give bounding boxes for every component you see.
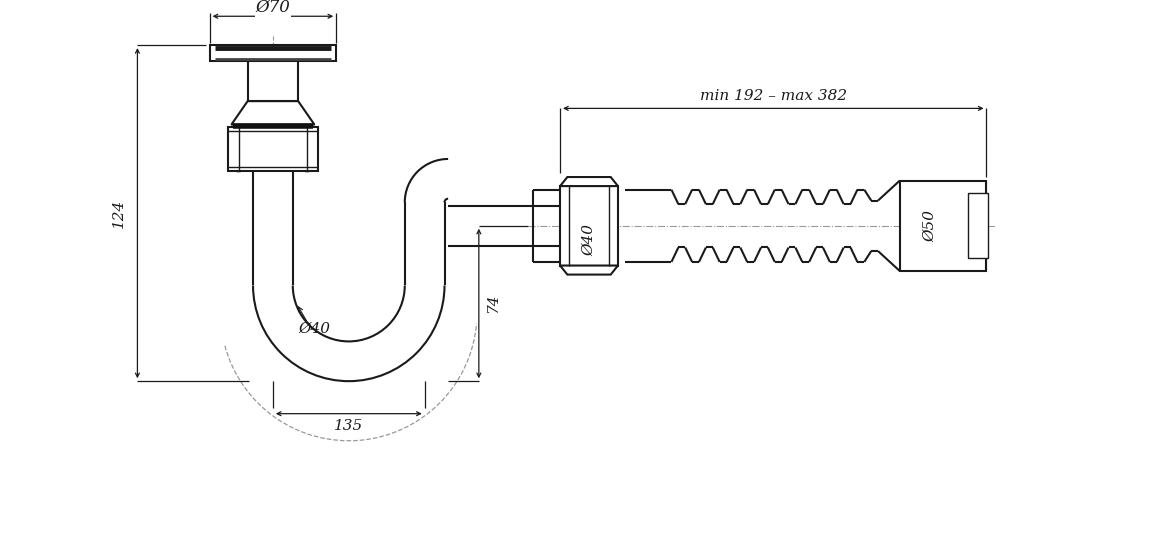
Text: Ø50: Ø50 — [923, 210, 937, 242]
Bar — [227, 127, 318, 171]
Bar — [247, 62, 298, 101]
Text: Ø40: Ø40 — [582, 224, 596, 256]
Bar — [969, 193, 988, 258]
Text: min 192 – max 382: min 192 – max 382 — [699, 88, 847, 102]
Text: 124: 124 — [113, 199, 126, 228]
Bar — [210, 45, 336, 62]
Bar — [900, 181, 986, 271]
Text: 135: 135 — [334, 419, 363, 433]
Polygon shape — [231, 101, 314, 125]
Text: Ø70: Ø70 — [255, 0, 290, 16]
Polygon shape — [560, 177, 618, 186]
Text: Ø40: Ø40 — [298, 322, 331, 336]
Polygon shape — [560, 265, 618, 274]
Bar — [560, 186, 618, 265]
Text: 74: 74 — [486, 294, 500, 313]
